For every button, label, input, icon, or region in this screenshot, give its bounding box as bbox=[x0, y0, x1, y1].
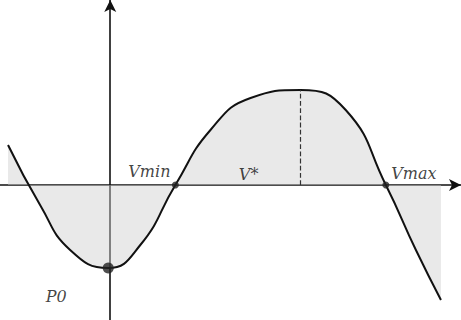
svg-text:P0: P0 bbox=[45, 287, 67, 306]
svg-text:V*: V* bbox=[239, 165, 259, 184]
svg-text:Vmin: Vmin bbox=[128, 162, 170, 181]
svg-text:Vmax: Vmax bbox=[391, 164, 436, 183]
